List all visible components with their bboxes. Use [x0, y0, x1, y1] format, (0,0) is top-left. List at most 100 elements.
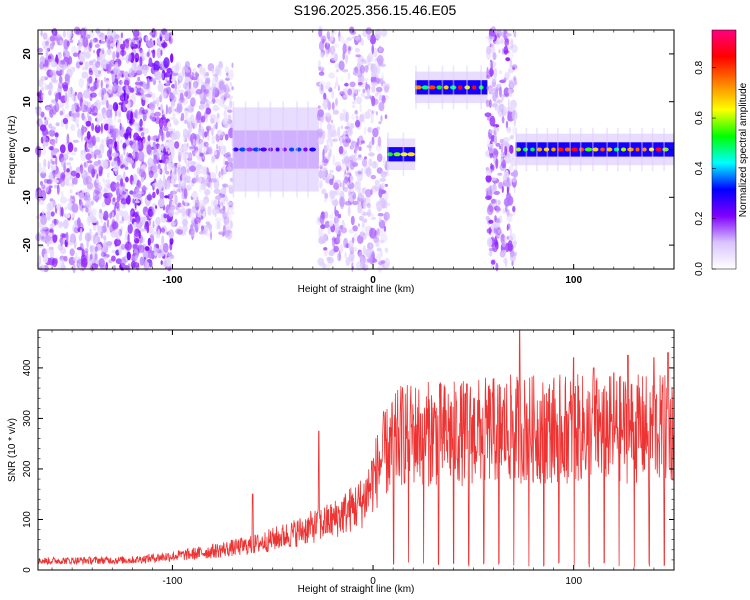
spectrogram-cell [359, 114, 365, 123]
spectrogram-cell [347, 72, 351, 80]
spectrogram-cell [322, 167, 328, 177]
spectrogram-cell [351, 104, 356, 109]
spectrogram-cell [160, 103, 164, 112]
spectrogram-cell [228, 210, 235, 215]
spectrogram-cell [69, 39, 74, 44]
spectrogram-cell [354, 36, 361, 41]
spectrogram-cell [92, 58, 97, 64]
spectrogram-cell [152, 100, 157, 105]
spectrogram-cell [148, 57, 153, 67]
spectrogram-region [414, 65, 488, 110]
spectrogram-cell [81, 112, 85, 121]
spectrogram-cell [489, 153, 493, 157]
spectrogram-cell [224, 107, 229, 111]
spectrogram-cell [58, 75, 63, 84]
spectrogram-cell [65, 213, 71, 219]
spectrogram-cell [369, 227, 377, 239]
spectrogram-cell [205, 221, 211, 225]
spectrogram-cell [106, 192, 113, 199]
spectrogram-cell [352, 100, 356, 105]
spectrogram-cell [205, 107, 212, 115]
spectrogram-cell [215, 217, 222, 222]
spectrogram-cell [485, 215, 490, 221]
spectrogram-cell [335, 222, 339, 232]
spectrogram-cell [56, 184, 60, 195]
spectrogram-cell [71, 177, 75, 185]
spectrogram-cell [161, 41, 168, 48]
spectrogram-cell [340, 125, 344, 130]
spectrogram-cell [376, 167, 383, 174]
spectrogram-cell [510, 38, 514, 49]
spectrogram-cell [362, 212, 369, 216]
spectrogram-cell [207, 101, 213, 105]
spectrogram-cell [506, 127, 511, 134]
band-peak [584, 147, 593, 152]
band-striation [651, 127, 654, 172]
spectrogram-cell [113, 94, 116, 98]
spectrogram-cell [203, 199, 208, 205]
spectrogram-cell [231, 86, 234, 91]
spectrogram-cell [147, 77, 150, 87]
spectrogram-cell [513, 240, 517, 249]
spectrogram-cell [200, 115, 206, 123]
spectrogram-cell [122, 190, 129, 198]
spectrogram-cell [106, 109, 112, 119]
spectrogram-cell [112, 84, 118, 95]
spectrogram-cell [40, 214, 47, 225]
y-tick-label: 100 [22, 511, 33, 528]
spectrogram-cell [318, 71, 325, 76]
spectrogram-cell [77, 39, 80, 47]
spectrogram-cell [174, 211, 179, 216]
spectrogram-cell [48, 129, 56, 137]
spectrogram-cell [350, 215, 355, 226]
spectrogram-cell [371, 81, 378, 87]
spectrogram-cell [348, 240, 354, 251]
spectrogram-cell [152, 49, 156, 59]
spectrogram-cell [41, 209, 45, 215]
spectrogram-cell [120, 257, 126, 268]
spectrogram-cell [190, 97, 196, 107]
band-peak [472, 85, 477, 90]
spectrogram-cell [141, 185, 147, 196]
spectrogram-cell [317, 109, 325, 118]
spectrogram-cell [351, 256, 354, 262]
spectrogram-cell [321, 35, 327, 43]
spectrogram-cell [490, 198, 496, 204]
spectrogram-cell [134, 254, 138, 262]
spectrogram-cell [491, 200, 496, 207]
spectrogram-cell [220, 198, 226, 206]
spectrogram-cell [85, 175, 92, 185]
spectrogram-cell [215, 221, 222, 230]
spectrogram-cell [88, 76, 93, 84]
spectrogram-cell [342, 51, 346, 61]
spectrogram-cell [106, 63, 111, 69]
spectrogram-cell [377, 136, 382, 147]
spectrogram-cell [328, 220, 334, 227]
spectrogram-cell [185, 61, 190, 68]
spectrogram-cell [501, 48, 504, 55]
spectrogram-cell [40, 180, 43, 186]
spectrogram-cell [138, 126, 143, 132]
spectrogram-cell [352, 70, 359, 76]
spectrogram-cell [124, 39, 130, 49]
spectrogram-cell [495, 142, 501, 147]
spectrogram-cell [354, 148, 358, 157]
spectrogram-cell [172, 105, 175, 115]
spectrogram-cell [103, 235, 107, 241]
spectrogram-cell [123, 171, 126, 181]
spectrogram-cell [82, 36, 89, 48]
spectrogram-cell [86, 160, 93, 164]
spectrogram-cell [139, 228, 147, 232]
spectrogram-cell [111, 255, 116, 262]
spectrogram-cell [67, 202, 72, 210]
spectrogram-cell [219, 202, 224, 207]
spectrogram-cell [71, 203, 79, 213]
spectrogram-cell [116, 42, 122, 53]
spectrogram-cell [95, 28, 101, 34]
spectrogram-cell [169, 251, 173, 257]
spectrogram-cell [332, 138, 338, 142]
spectrogram-cell [174, 141, 180, 149]
band-striation [296, 101, 298, 198]
spectrogram-cell [511, 260, 514, 267]
spectrogram-cell [180, 117, 183, 122]
